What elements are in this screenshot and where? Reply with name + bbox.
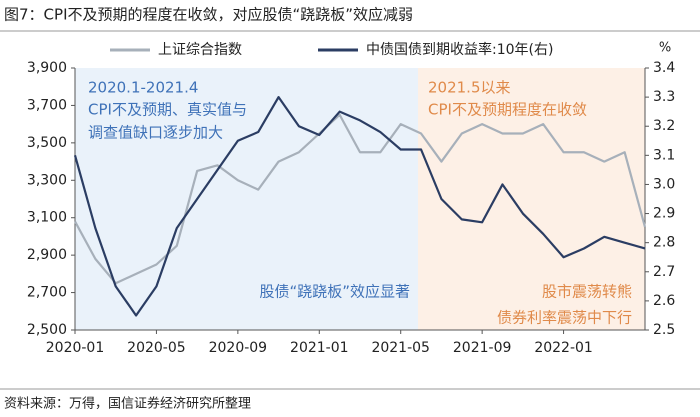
annotation: CPI不及预期程度在收敛 [428, 101, 587, 119]
source-note: 资料来源：万得，国信证券经济研究所整理 [4, 396, 251, 412]
y-tick-label: 3,500 [27, 135, 67, 151]
y-tick-label: 2,900 [27, 247, 67, 263]
y2-tick-label: 2.7 [653, 264, 675, 280]
y2-tick-label: 3.3 [653, 89, 675, 105]
y-tick-label: 3,900 [27, 60, 67, 76]
y2-tick-label: 3.1 [653, 147, 675, 163]
x-tick-label: 2021-09 [453, 340, 512, 356]
x-tick-label: 2020-05 [127, 340, 186, 356]
legend-label: 中债国债到期收益率:10年(右) [366, 41, 553, 58]
annotation: 2021.5以来 [428, 79, 511, 97]
annotation: 债券利率震荡中下行 [497, 309, 632, 327]
annotation: CPI不及预期、真实值与 [88, 101, 247, 119]
legend-label: 上证综合指数 [158, 42, 242, 58]
y2-tick-label: 2.8 [653, 235, 675, 251]
y-tick-label: 2,500 [27, 322, 67, 338]
annotation: 2020.1-2021.4 [88, 79, 198, 97]
y2-tick-label: 2.9 [653, 206, 675, 222]
y2-tick-label: 3.0 [653, 176, 675, 192]
y-tick-label: 3,700 [27, 97, 67, 113]
shade-period-1 [75, 68, 418, 330]
y2-tick-label: 3.4 [653, 60, 675, 76]
x-tick-label: 2021-05 [371, 340, 430, 356]
y2-tick-label: 3.2 [653, 118, 675, 134]
y-tick-label: 2,700 [27, 285, 67, 301]
y2-tick-label: 2.5 [653, 322, 675, 338]
annotation: 调查值缺口逐步加大 [88, 124, 223, 142]
annotation: 股债“跷跷板”效应显著 [259, 283, 410, 301]
series-line [74, 113, 647, 285]
y2-unit: % [659, 41, 671, 56]
y-tick-label: 3,100 [27, 210, 67, 226]
x-tick-label: 2020-09 [209, 340, 268, 356]
y2-tick-label: 2.6 [653, 293, 675, 309]
chart-title: 图7：CPI不及预期的程度在收敛，对应股债“跷跷板”效应减弱 [4, 6, 413, 24]
shade-period-2 [418, 68, 645, 330]
x-tick-label: 2020-01 [46, 340, 105, 356]
x-tick-label: 2022-01 [534, 340, 593, 356]
y-tick-label: 3,300 [27, 172, 67, 188]
series-line [73, 96, 646, 317]
annotation: 股市震荡转熊 [542, 283, 632, 301]
x-tick-label: 2021-01 [290, 340, 349, 356]
